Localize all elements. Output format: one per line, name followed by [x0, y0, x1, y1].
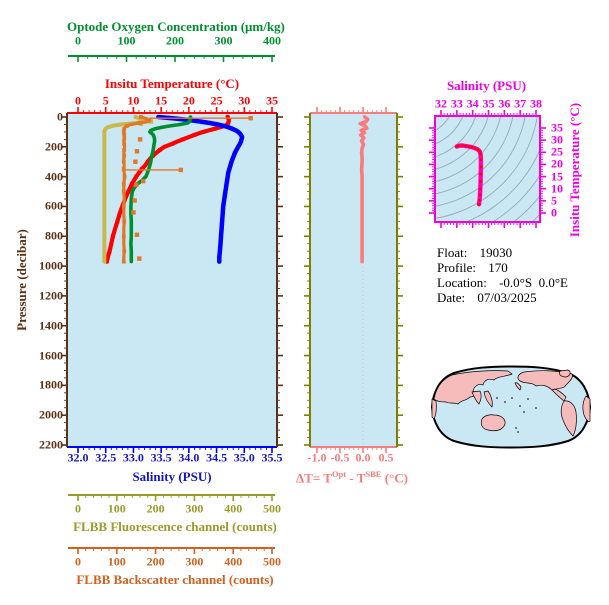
salinity-curve [156, 114, 245, 264]
date-value: 07/03/2025 [477, 290, 537, 305]
profile-value: 170 [488, 260, 508, 275]
ts-temperature-axis-title: Insitu Temperature (°C) [567, 102, 582, 238]
delta-t-plot-area [310, 113, 397, 447]
date-label: Date: [437, 290, 466, 305]
float-label: Float: [437, 245, 468, 260]
salinity-axis-title: Salinity (PSU) [132, 469, 212, 484]
ts-diagram-area [435, 116, 540, 222]
backscatter-axis-title: FLBB Backscatter channel (counts) [76, 572, 274, 587]
profile-plot-area [67, 113, 277, 447]
profile-row: Profile: 170 [437, 260, 508, 276]
float-id-row: Float: 19030 [437, 245, 512, 261]
date-row: Date: 07/03/2025 [437, 290, 537, 306]
fluorescence-axis-title: FLBB Fluorescence channel (counts) [73, 519, 277, 534]
oxygen-curve [129, 115, 193, 264]
ts-salinity-axis-title: Salinity (PSU) [446, 78, 527, 93]
temperature-axis-title: Insitu Temperature (°C) [104, 76, 240, 91]
pressure-axis-title: Pressure (decibar) [14, 229, 29, 331]
float-value: 19030 [479, 245, 513, 260]
delta-t-axis-title: ΔT= TOpt - TSBE (°C) [296, 469, 408, 486]
world-map [430, 365, 592, 449]
ts-curve [454, 143, 484, 207]
location-row: Location: -0.0°S 0.0°E [437, 275, 568, 291]
location-value: -0.0°S 0.0°E [499, 275, 568, 290]
oxygen-axis-title: Optode Oxygen Concentration (μm/kg) [67, 19, 285, 34]
backscatter-curve [121, 115, 253, 264]
profile-label: Profile: [437, 260, 476, 275]
location-label: Location: [437, 275, 487, 290]
delta-t-curve [358, 115, 370, 264]
